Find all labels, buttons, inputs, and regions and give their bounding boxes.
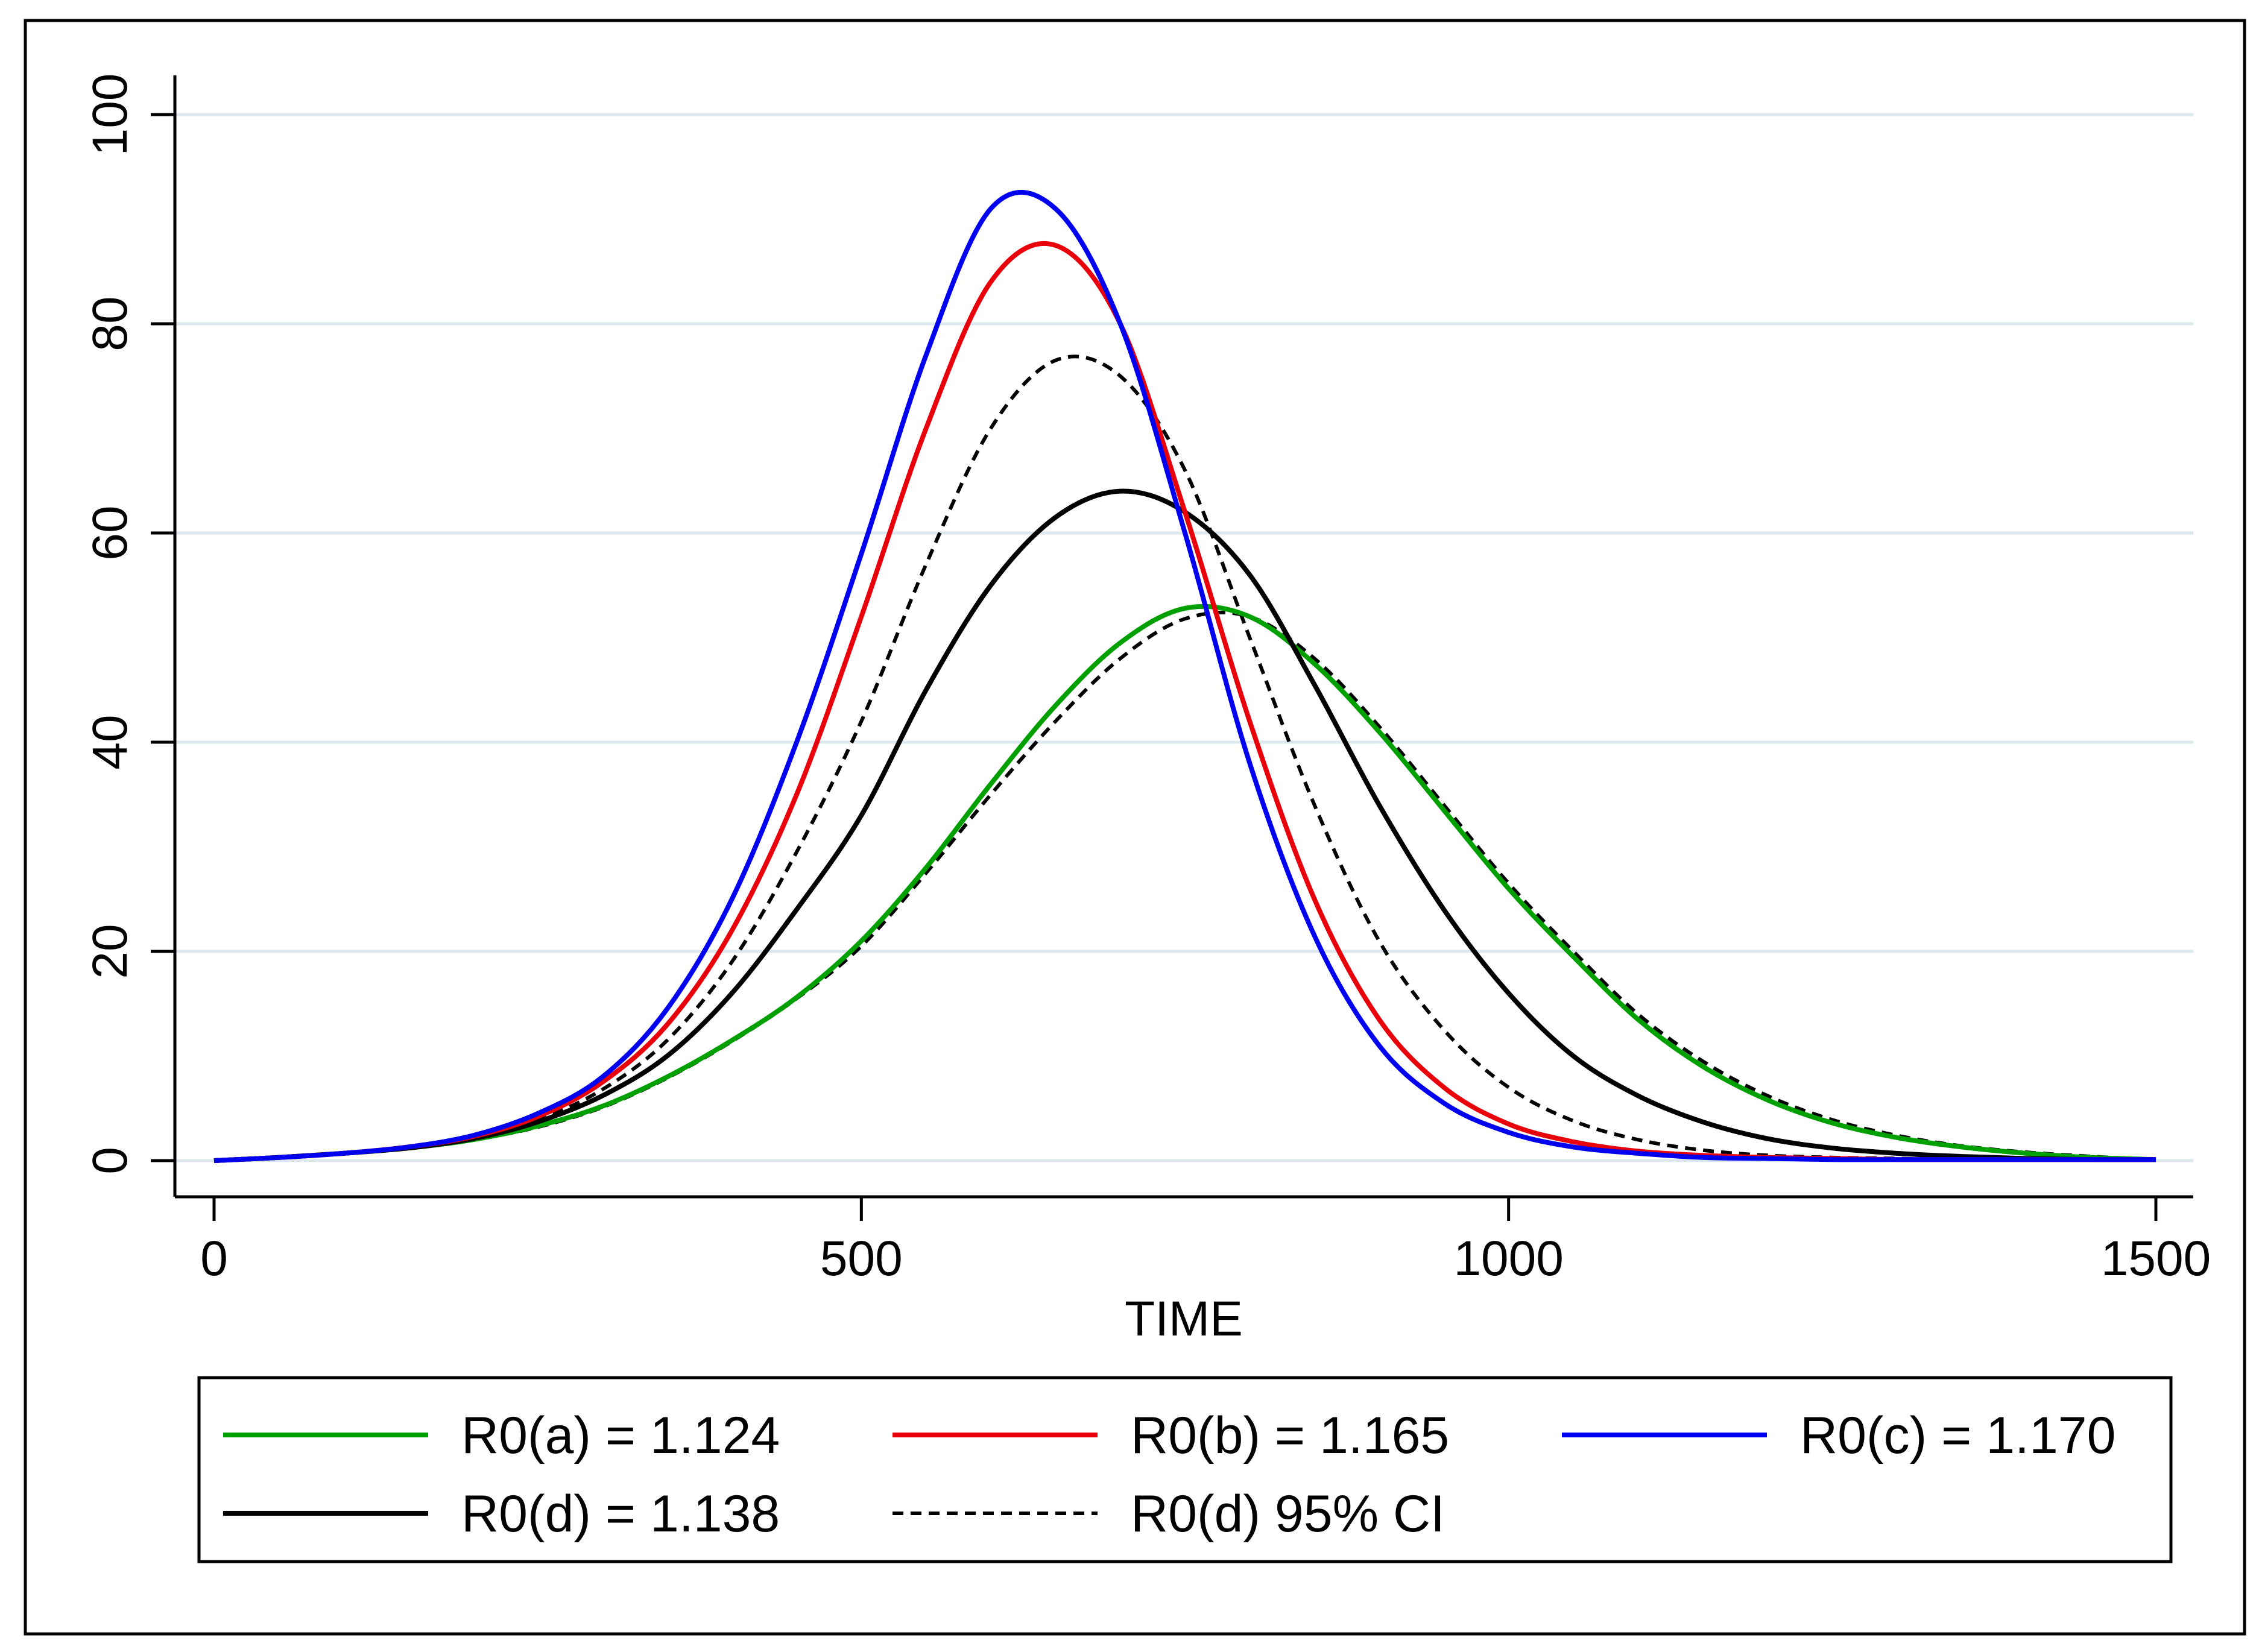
y-tick-label: 100 [83, 74, 137, 156]
x-tick-label: 500 [820, 1231, 903, 1286]
y-tick-label: 0 [83, 1147, 137, 1174]
y-tick-label: 60 [83, 505, 137, 560]
series-line-2 [213, 190, 2156, 1163]
legend-label-3: R0(d) = 1.138 [461, 1485, 780, 1543]
x-tick-label: 1000 [1453, 1231, 1563, 1286]
x-tick-label: 0 [200, 1231, 228, 1286]
series-lines [213, 190, 2156, 1163]
legend-label-1: R0(b) = 1.165 [1131, 1407, 1449, 1464]
legend-label-0: R0(a) = 1.124 [461, 1407, 780, 1464]
y-tick-label: 20 [83, 924, 137, 979]
legend-box [197, 1376, 2173, 1563]
y-tick-label: 80 [83, 296, 137, 351]
legend-label-4: R0(d) 95% CI [1131, 1485, 1445, 1543]
x-tick-label: 1500 [2101, 1231, 2211, 1286]
axes [173, 75, 2193, 1199]
x-axis-title: TIME [1125, 1291, 1243, 1346]
legend: R0(a) = 1.124 R0(b) = 1.165 R0(c) = 1.170 R… [197, 1376, 2173, 1563]
y-tick-label: 40 [83, 714, 137, 769]
chart-outer-frame [24, 19, 2246, 1636]
legend-label-2: R0(c) = 1.170 [1800, 1407, 2115, 1464]
series-line-0 [213, 604, 2156, 1163]
